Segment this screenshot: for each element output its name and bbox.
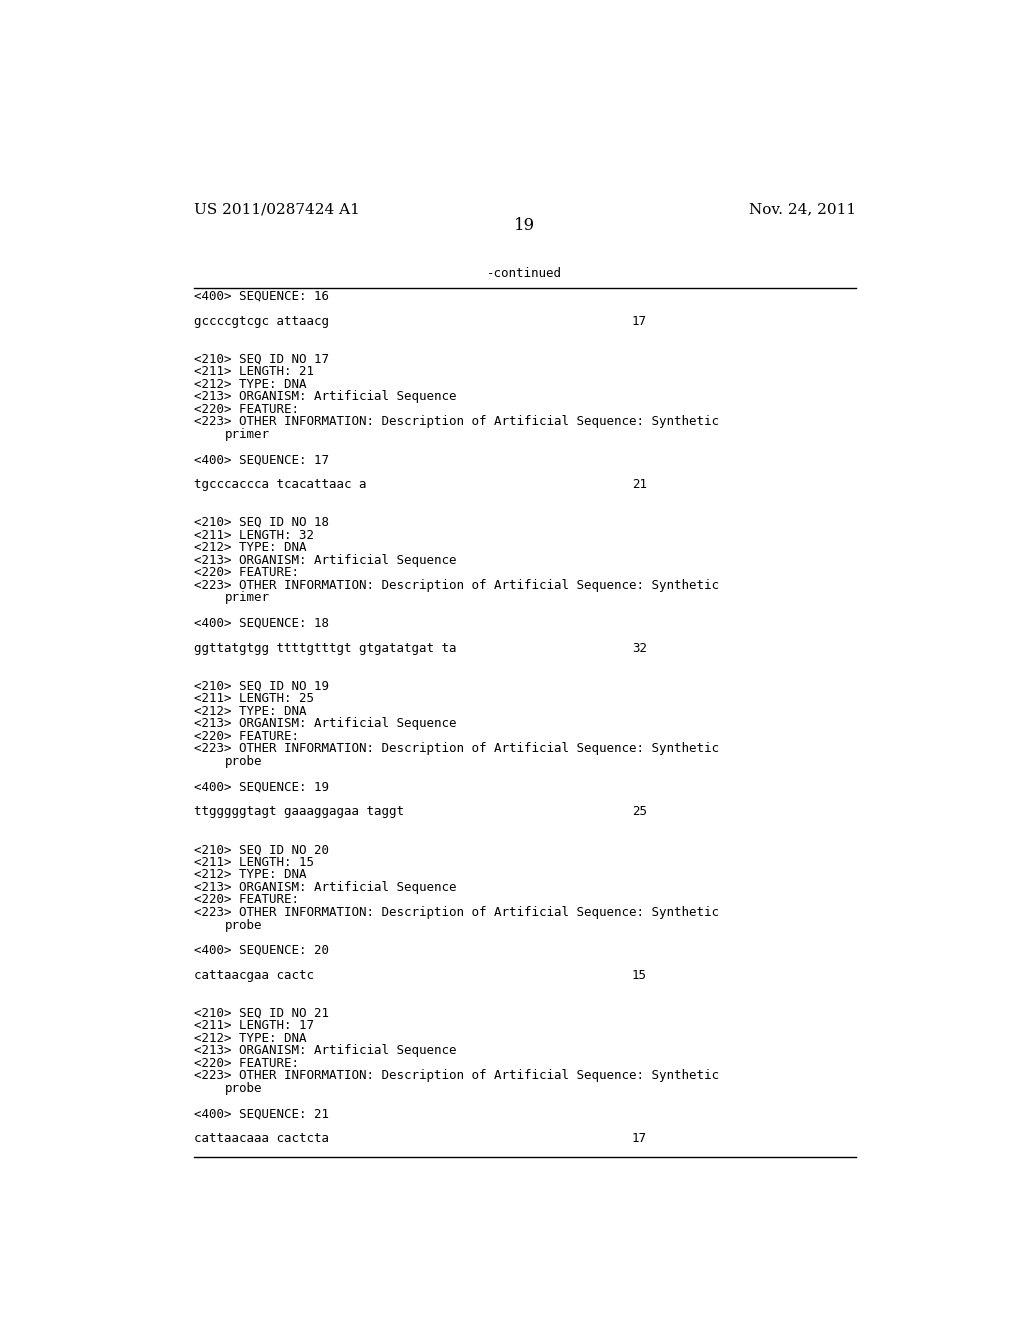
- Text: primer: primer: [225, 428, 269, 441]
- Text: <210> SEQ ID NO 21: <210> SEQ ID NO 21: [194, 1007, 329, 1019]
- Text: <223> OTHER INFORMATION: Description of Artificial Sequence: Synthetic: <223> OTHER INFORMATION: Description of …: [194, 1069, 719, 1082]
- Text: <211> LENGTH: 32: <211> LENGTH: 32: [194, 528, 314, 541]
- Text: <223> OTHER INFORMATION: Description of Artificial Sequence: Synthetic: <223> OTHER INFORMATION: Description of …: [194, 416, 719, 429]
- Text: 15: 15: [632, 969, 647, 982]
- Text: <223> OTHER INFORMATION: Description of Artificial Sequence: Synthetic: <223> OTHER INFORMATION: Description of …: [194, 906, 719, 919]
- Text: <400> SEQUENCE: 20: <400> SEQUENCE: 20: [194, 944, 329, 957]
- Text: <211> LENGTH: 15: <211> LENGTH: 15: [194, 855, 314, 869]
- Text: 25: 25: [632, 805, 647, 818]
- Text: <212> TYPE: DNA: <212> TYPE: DNA: [194, 378, 306, 391]
- Text: <223> OTHER INFORMATION: Description of Artificial Sequence: Synthetic: <223> OTHER INFORMATION: Description of …: [194, 579, 719, 591]
- Text: <212> TYPE: DNA: <212> TYPE: DNA: [194, 705, 306, 718]
- Text: <210> SEQ ID NO 20: <210> SEQ ID NO 20: [194, 843, 329, 857]
- Text: Nov. 24, 2011: Nov. 24, 2011: [749, 202, 856, 216]
- Text: <213> ORGANISM: Artificial Sequence: <213> ORGANISM: Artificial Sequence: [194, 717, 457, 730]
- Text: <220> FEATURE:: <220> FEATURE:: [194, 403, 299, 416]
- Text: ggttatgtgg ttttgtttgt gtgatatgat ta: ggttatgtgg ttttgtttgt gtgatatgat ta: [194, 642, 457, 655]
- Text: 21: 21: [632, 478, 647, 491]
- Text: <220> FEATURE:: <220> FEATURE:: [194, 730, 299, 743]
- Text: <400> SEQUENCE: 16: <400> SEQUENCE: 16: [194, 289, 329, 302]
- Text: <213> ORGANISM: Artificial Sequence: <213> ORGANISM: Artificial Sequence: [194, 1044, 457, 1057]
- Text: 17: 17: [632, 314, 647, 327]
- Text: <213> ORGANISM: Artificial Sequence: <213> ORGANISM: Artificial Sequence: [194, 391, 457, 403]
- Text: 17: 17: [632, 1133, 647, 1146]
- Text: -continued: -continued: [487, 267, 562, 280]
- Text: <211> LENGTH: 17: <211> LENGTH: 17: [194, 1019, 314, 1032]
- Text: <400> SEQUENCE: 21: <400> SEQUENCE: 21: [194, 1107, 329, 1121]
- Text: <212> TYPE: DNA: <212> TYPE: DNA: [194, 1032, 306, 1044]
- Text: <223> OTHER INFORMATION: Description of Artificial Sequence: Synthetic: <223> OTHER INFORMATION: Description of …: [194, 742, 719, 755]
- Text: gccccgtcgc attaacg: gccccgtcgc attaacg: [194, 314, 329, 327]
- Text: probe: probe: [225, 755, 262, 768]
- Text: 19: 19: [514, 218, 536, 235]
- Text: <400> SEQUENCE: 19: <400> SEQUENCE: 19: [194, 780, 329, 793]
- Text: <212> TYPE: DNA: <212> TYPE: DNA: [194, 869, 306, 882]
- Text: cattaacgaa cactc: cattaacgaa cactc: [194, 969, 314, 982]
- Text: <400> SEQUENCE: 18: <400> SEQUENCE: 18: [194, 616, 329, 630]
- Text: <220> FEATURE:: <220> FEATURE:: [194, 566, 299, 579]
- Text: <211> LENGTH: 25: <211> LENGTH: 25: [194, 692, 314, 705]
- Text: 32: 32: [632, 642, 647, 655]
- Text: tgcccaccca tcacattaac a: tgcccaccca tcacattaac a: [194, 478, 367, 491]
- Text: <211> LENGTH: 21: <211> LENGTH: 21: [194, 366, 314, 378]
- Text: <213> ORGANISM: Artificial Sequence: <213> ORGANISM: Artificial Sequence: [194, 880, 457, 894]
- Text: <210> SEQ ID NO 18: <210> SEQ ID NO 18: [194, 516, 329, 529]
- Text: <210> SEQ ID NO 19: <210> SEQ ID NO 19: [194, 680, 329, 693]
- Text: <213> ORGANISM: Artificial Sequence: <213> ORGANISM: Artificial Sequence: [194, 553, 457, 566]
- Text: <220> FEATURE:: <220> FEATURE:: [194, 1057, 299, 1071]
- Text: primer: primer: [225, 591, 269, 605]
- Text: ttgggggtagt gaaaggagaa taggt: ttgggggtagt gaaaggagaa taggt: [194, 805, 403, 818]
- Text: US 2011/0287424 A1: US 2011/0287424 A1: [194, 202, 359, 216]
- Text: probe: probe: [225, 919, 262, 932]
- Text: probe: probe: [225, 1082, 262, 1096]
- Text: <212> TYPE: DNA: <212> TYPE: DNA: [194, 541, 306, 554]
- Text: cattaacaaa cactcta: cattaacaaa cactcta: [194, 1133, 329, 1146]
- Text: <210> SEQ ID NO 17: <210> SEQ ID NO 17: [194, 352, 329, 366]
- Text: <220> FEATURE:: <220> FEATURE:: [194, 894, 299, 907]
- Text: <400> SEQUENCE: 17: <400> SEQUENCE: 17: [194, 453, 329, 466]
